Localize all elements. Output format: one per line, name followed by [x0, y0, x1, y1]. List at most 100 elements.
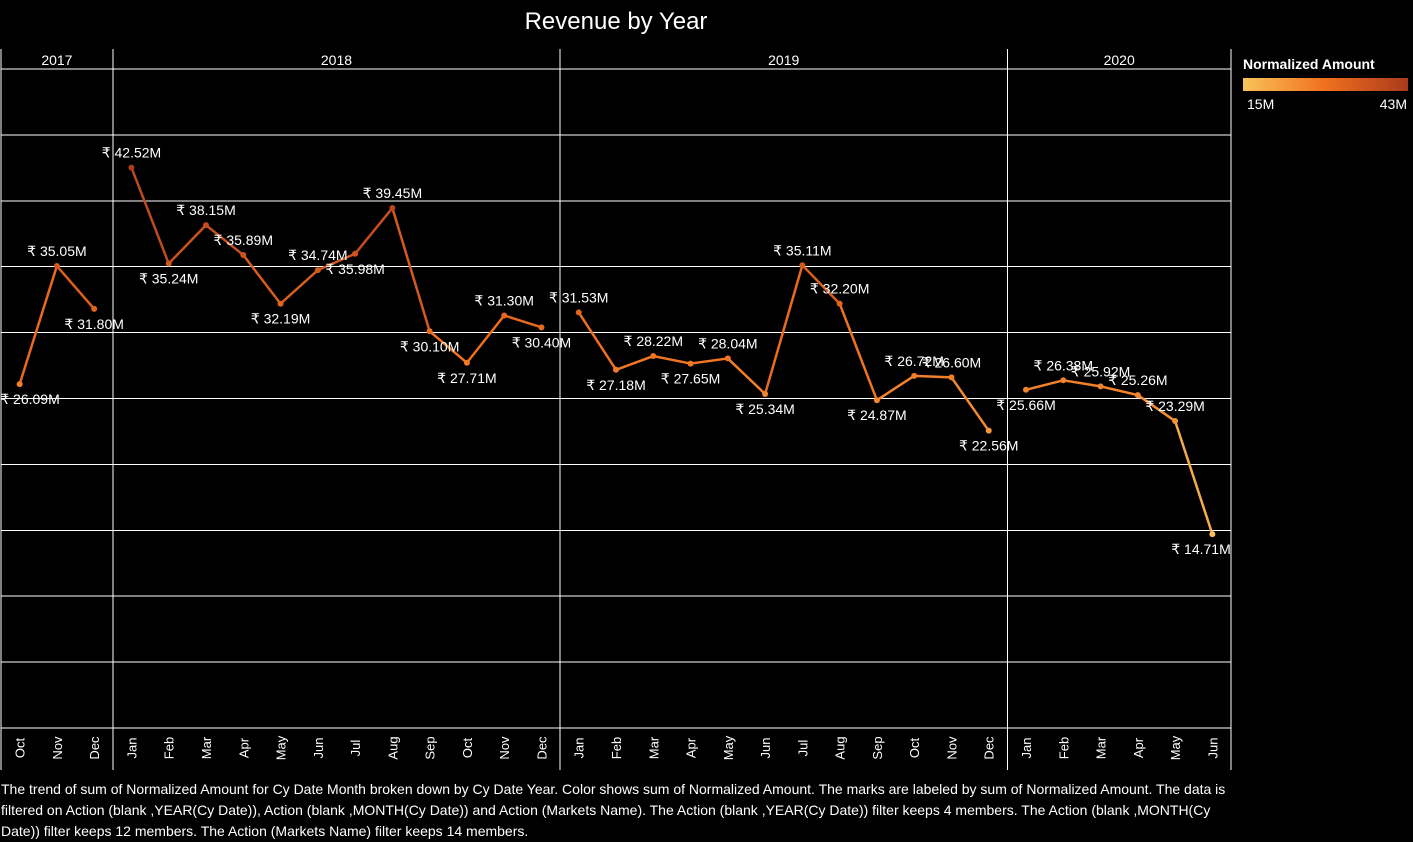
data-point [314, 267, 321, 274]
series-line-segment [167, 223, 208, 265]
data-label: ₹ 35.24M [139, 271, 199, 287]
month-tick-label: Oct [907, 738, 922, 759]
series-line-segment [428, 330, 469, 365]
data-label: ₹ 31.30M [474, 292, 534, 308]
data-label: ₹ 31.80M [64, 316, 124, 332]
data-point [873, 397, 880, 404]
data-point [501, 312, 508, 319]
data-point [1023, 386, 1029, 393]
data-label: ₹ 34.74M [288, 247, 348, 263]
month-tick-label: Jul [795, 740, 810, 757]
series-line-segment [1136, 393, 1177, 423]
series-line-segment [950, 376, 990, 432]
series-line-segment [614, 354, 655, 372]
legend-gradient-bar [1243, 78, 1408, 91]
series-line-segment [1173, 419, 1214, 536]
series-line-segment [502, 314, 543, 329]
month-tick-label: Feb [162, 737, 177, 759]
month-tick-label: Dec [982, 736, 997, 760]
series-line-segment [838, 302, 879, 402]
data-point [948, 374, 955, 381]
year-header-label: 2019 [768, 52, 799, 68]
data-point [687, 360, 694, 367]
data-label: ₹ 24.87M [847, 407, 907, 423]
month-tick-label: Oct [13, 738, 28, 759]
data-label: ₹ 32.19M [251, 311, 311, 327]
data-point [799, 262, 806, 269]
month-tick-label: Oct [460, 738, 475, 759]
series-line-segment [801, 264, 841, 305]
year-header-label: 2017 [41, 52, 72, 68]
month-tick-label: May [274, 735, 289, 760]
month-tick-label: Mar [1094, 736, 1109, 759]
data-label: ₹ 14.71M [1171, 541, 1231, 557]
series-line-segment [1099, 385, 1140, 397]
month-tick-label: Dec [87, 736, 102, 760]
month-tick-label: May [1168, 735, 1183, 760]
data-point [836, 300, 843, 307]
month-tick-label: Nov [944, 736, 959, 760]
data-label: ₹ 42.52M [102, 145, 162, 161]
data-point [203, 222, 209, 229]
data-label: ₹ 27.71M [437, 370, 497, 386]
data-label: ₹ 23.29M [1145, 398, 1205, 414]
data-point [575, 309, 582, 316]
data-label: ₹ 35.89M [214, 232, 274, 248]
color-legend: Normalized Amount 15M 43M [1243, 56, 1413, 112]
series-line-segment [130, 166, 170, 265]
month-tick-label: May [721, 735, 736, 760]
series-line-segment [763, 264, 804, 396]
data-label: ₹ 35.05M [27, 243, 87, 259]
month-tick-label: Apr [236, 737, 251, 758]
data-point [613, 366, 619, 373]
data-point [1172, 418, 1179, 425]
data-point [16, 381, 23, 388]
month-tick-label: Feb [609, 737, 624, 759]
series-line-segment [18, 264, 59, 386]
data-label: ₹ 25.92M [1071, 363, 1131, 379]
data-point [1097, 383, 1104, 390]
month-tick-label: Aug [385, 736, 400, 759]
month-tick-label: Apr [1131, 737, 1146, 758]
data-label: ₹ 26.09M [0, 391, 60, 407]
series-line-segment [353, 206, 394, 256]
data-label: ₹ 28.04M [698, 335, 758, 351]
legend-max-label: 43M [1379, 96, 1407, 112]
month-tick-label: Sep [870, 736, 885, 759]
data-label: ₹ 28.22M [624, 333, 684, 349]
series-line-segment [204, 223, 245, 257]
data-point [1060, 377, 1067, 384]
series-line-segment [912, 374, 953, 379]
month-tick-label: Apr [684, 737, 699, 758]
series-line-segment [391, 206, 431, 333]
series-line-segment [577, 311, 618, 372]
month-tick-label: Jan [1019, 738, 1034, 759]
data-point [1209, 531, 1216, 538]
series-line-segment [316, 252, 357, 272]
data-point [53, 263, 60, 270]
data-point [538, 324, 545, 331]
month-tick-label: Jul [348, 740, 363, 757]
series-line-segment [465, 314, 506, 365]
data-label: ₹ 30.10M [400, 338, 460, 354]
data-point [650, 353, 657, 360]
data-point [277, 300, 284, 307]
data-label: ₹ 32.20M [810, 281, 870, 297]
month-tick-label: Jun [758, 738, 773, 759]
data-point [91, 305, 98, 312]
series-line-segment [726, 357, 767, 396]
data-point [128, 164, 135, 171]
data-label: ₹ 25.26M [1108, 372, 1168, 388]
month-tick-label: Jan [572, 738, 587, 759]
series-line-segment [279, 268, 320, 305]
data-label: ₹ 25.34M [735, 401, 795, 417]
legend-min-label: 15M [1247, 96, 1275, 112]
data-point [165, 260, 172, 267]
month-tick-label: Mar [646, 736, 661, 759]
data-label: ₹ 26.60M [922, 354, 982, 370]
year-header-label: 2020 [1104, 52, 1135, 68]
data-point [1134, 392, 1141, 399]
data-label: ₹ 27.18M [586, 377, 646, 393]
month-tick-label: Jun [311, 738, 326, 759]
